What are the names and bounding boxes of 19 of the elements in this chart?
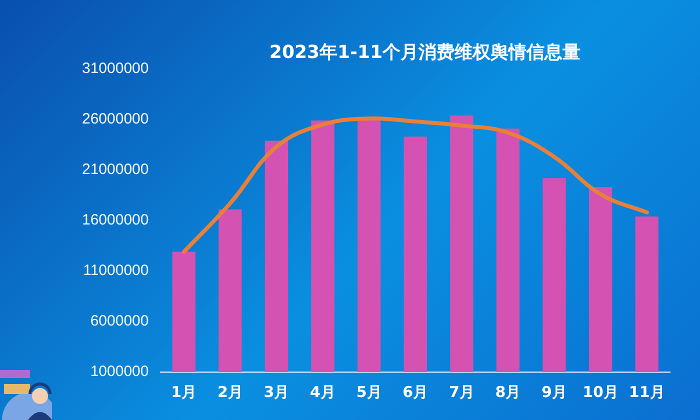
y-tick-label: 11000000 bbox=[83, 262, 149, 280]
x-tick-label: 7月 bbox=[448, 382, 474, 401]
x-tick-label: 2月 bbox=[217, 382, 243, 401]
y-tick-label: 1000000 bbox=[90, 363, 149, 380]
y-tick-label: 6000000 bbox=[90, 312, 149, 330]
x-tick-label: 1月 bbox=[171, 382, 197, 401]
x-tick-label: 5月 bbox=[356, 382, 382, 401]
x-tick-label: 11月 bbox=[628, 382, 665, 401]
x-tick-label: 10月 bbox=[582, 382, 618, 401]
y-tick-label: 31000000 bbox=[82, 60, 149, 78]
chart-title: 2023年1-11个月消费维权舆情信息量 bbox=[268, 41, 582, 64]
y-tick-label: 16000000 bbox=[82, 212, 149, 229]
x-tick-label: 6月 bbox=[402, 382, 428, 401]
x-tick-label: 4月 bbox=[310, 382, 336, 401]
y-tick-label: 21000000 bbox=[82, 161, 149, 178]
y-tick-label: 26000000 bbox=[82, 110, 149, 128]
x-tick-label: 8月 bbox=[495, 382, 521, 401]
x-tick-label: 9月 bbox=[542, 382, 567, 401]
x-tick-label: 3月 bbox=[264, 382, 290, 401]
